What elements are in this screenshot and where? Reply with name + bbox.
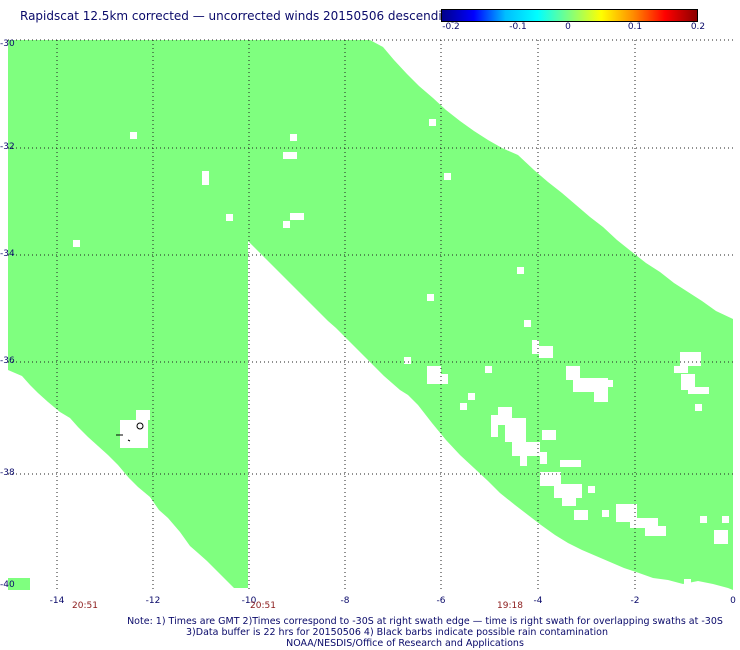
lon-label: -6 <box>436 596 446 606</box>
lat-label: -38 <box>0 468 15 478</box>
colorbar <box>441 9 698 22</box>
colorbar-tick: -0.1 <box>509 22 527 32</box>
note-line-2: 3)Data buffer is 22 hrs for 20150506 4) … <box>186 627 608 638</box>
swath-bottom-strip <box>8 578 30 590</box>
lon-label: -8 <box>340 596 350 606</box>
colorbar-tick: -0.2 <box>442 22 460 32</box>
lat-lon-grid <box>8 39 733 590</box>
lon-label: -2 <box>630 596 640 606</box>
lon-label: -12 <box>145 596 161 606</box>
lat-label: -32 <box>0 142 15 152</box>
rain-contamination-barbs <box>116 422 144 442</box>
lat-label: -40 <box>0 580 15 590</box>
lat-label: -30 <box>0 39 15 49</box>
swath-time-label: 20:51 <box>250 601 276 611</box>
lon-label: -4 <box>533 596 543 606</box>
colorbar-tick: 0.2 <box>690 22 706 32</box>
swath-time-label: 20:51 <box>72 601 98 611</box>
note-line-1: Note: 1) Times are GMT 2)Times correspon… <box>127 616 723 627</box>
lon-label: 0 <box>730 596 736 606</box>
lat-label: -36 <box>0 356 15 366</box>
lon-label: -14 <box>49 596 65 606</box>
lon-label: -10 <box>241 596 257 606</box>
data-gaps <box>73 119 729 586</box>
lat-label: -34 <box>0 249 15 259</box>
swath-time-label: 19:18 <box>497 601 523 611</box>
colorbar-tick: 0 <box>565 22 571 32</box>
note-line-3: NOAA/NESDIS/Office of Research and Appli… <box>286 638 524 649</box>
map-title: Rapidscat 12.5km corrected — uncorrected… <box>20 9 457 23</box>
swath-area <box>8 40 733 590</box>
colorbar-tick: 0.1 <box>627 22 643 32</box>
